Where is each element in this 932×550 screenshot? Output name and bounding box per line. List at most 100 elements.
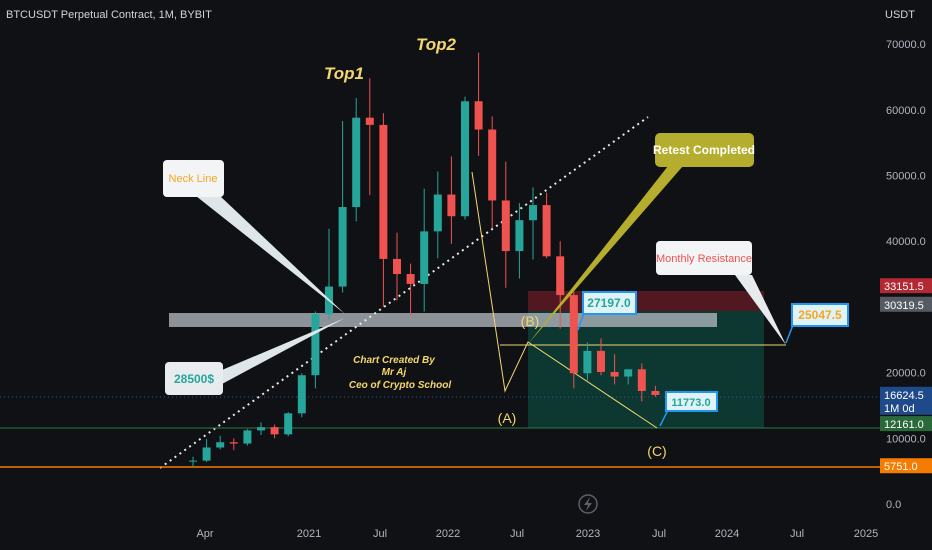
- wave-b-label: (B): [521, 313, 540, 329]
- candle-body: [243, 430, 252, 444]
- candle[interactable]: [420, 188, 429, 312]
- candle-body: [515, 220, 524, 252]
- candle[interactable]: [461, 96, 469, 220]
- candle[interactable]: [651, 385, 660, 397]
- symbol-title: BTCUSDT Perpetual Contract, 1M, BYBIT: [6, 9, 212, 21]
- candle[interactable]: [447, 156, 456, 244]
- x-tick-label: 2023: [576, 528, 600, 540]
- price-level-label: 5751.0: [884, 461, 918, 473]
- candle-body: [270, 427, 279, 435]
- price-27197-box: [582, 291, 637, 315]
- price-level-label: 33151.5: [884, 281, 924, 293]
- candle[interactable]: [216, 435, 225, 450]
- candle[interactable]: [243, 429, 252, 446]
- wave-c-label: (C): [647, 443, 666, 459]
- candle[interactable]: [556, 241, 565, 329]
- candle-body: [338, 207, 347, 287]
- price-11773-box: [665, 391, 718, 412]
- candle[interactable]: [433, 171, 442, 259]
- neck-line-bubble: [163, 160, 224, 197]
- candle[interactable]: [624, 369, 633, 385]
- monthly-resistance-bubble: [656, 241, 752, 275]
- candle-body: [624, 369, 633, 377]
- candle[interactable]: [406, 263, 415, 315]
- candle[interactable]: [352, 97, 361, 222]
- support-bubble: [165, 362, 223, 395]
- price-27197-label: 27197.0: [587, 296, 631, 310]
- candle[interactable]: [393, 232, 401, 301]
- candle-body: [637, 369, 646, 391]
- candle[interactable]: [542, 192, 551, 259]
- neck-line-pointer: [196, 196, 345, 314]
- candle-body: [379, 124, 388, 259]
- price-level-label: 30319.5: [884, 300, 924, 312]
- candle[interactable]: [501, 161, 510, 288]
- candle[interactable]: [270, 424, 279, 439]
- candle-body: [311, 314, 320, 376]
- top2-label: Top2: [416, 35, 457, 54]
- candle-body: [501, 200, 510, 252]
- candle-body: [189, 460, 197, 462]
- candle-body: [420, 231, 429, 284]
- candle[interactable]: [257, 422, 265, 436]
- candle[interactable]: [338, 120, 347, 293]
- candle[interactable]: [637, 363, 646, 402]
- retest-bubble: [655, 133, 754, 167]
- candle[interactable]: [325, 228, 333, 321]
- price-level-label: 16624.5: [884, 390, 924, 402]
- candle[interactable]: [189, 456, 197, 467]
- candle[interactable]: [311, 311, 320, 389]
- price-11773-label: 11773.0: [671, 397, 710, 409]
- candle[interactable]: [529, 187, 537, 260]
- x-tick-label: 2024: [715, 528, 739, 540]
- candle-body: [352, 117, 361, 208]
- candle[interactable]: [515, 203, 524, 279]
- wave-path: [471, 171, 658, 429]
- candle[interactable]: [202, 438, 211, 462]
- candle[interactable]: [365, 78, 374, 196]
- price-25047-box: [791, 303, 849, 327]
- candle-body: [461, 101, 469, 217]
- candle[interactable]: [297, 373, 306, 418]
- lightning-logo-icon: [578, 494, 598, 514]
- price-level-badge: 12161.0: [880, 416, 932, 432]
- candle[interactable]: [610, 354, 619, 385]
- credit-line2: Mr Aj: [382, 367, 407, 378]
- y-tick-label: 70000.0: [886, 39, 926, 51]
- x-tick-label: 2025: [854, 528, 878, 540]
- price-level-sublabel: 1M 0d: [884, 403, 915, 415]
- price-level-label: 12161.0: [884, 419, 924, 431]
- candle[interactable]: [284, 412, 293, 437]
- x-tick-label: Jul: [510, 528, 524, 540]
- wave-a-label: (A): [498, 410, 517, 426]
- y-tick-label: 20000.0: [886, 368, 926, 380]
- candle-body: [216, 442, 225, 448]
- candle[interactable]: [474, 52, 483, 156]
- candle-body: [488, 129, 497, 201]
- candle-body: [597, 350, 605, 372]
- x-tick-label: Jul: [652, 528, 666, 540]
- candle-body: [651, 390, 660, 395]
- price-level-badge: 16624.51M 0d: [880, 386, 932, 415]
- credit-line1: Chart Created By: [353, 355, 435, 366]
- candle[interactable]: [583, 342, 592, 381]
- support-label: 28500$: [174, 372, 214, 386]
- price-level-badge: 30319.5: [880, 296, 932, 312]
- candle-body: [406, 274, 415, 284]
- candle[interactable]: [488, 116, 497, 229]
- candle-body: [393, 258, 401, 275]
- candles-layer: [189, 52, 660, 467]
- monthly-resistance-pointer: [735, 275, 786, 345]
- candle[interactable]: [569, 291, 578, 389]
- candle-body: [447, 194, 456, 217]
- candle[interactable]: [597, 338, 605, 376]
- candle-body: [583, 350, 592, 374]
- candle[interactable]: [379, 113, 388, 307]
- candle-body: [433, 194, 442, 232]
- candle[interactable]: [229, 438, 238, 451]
- neck-line-label: Neck Line: [169, 173, 218, 185]
- candle-body: [365, 117, 374, 125]
- lines-layer: [0, 116, 918, 469]
